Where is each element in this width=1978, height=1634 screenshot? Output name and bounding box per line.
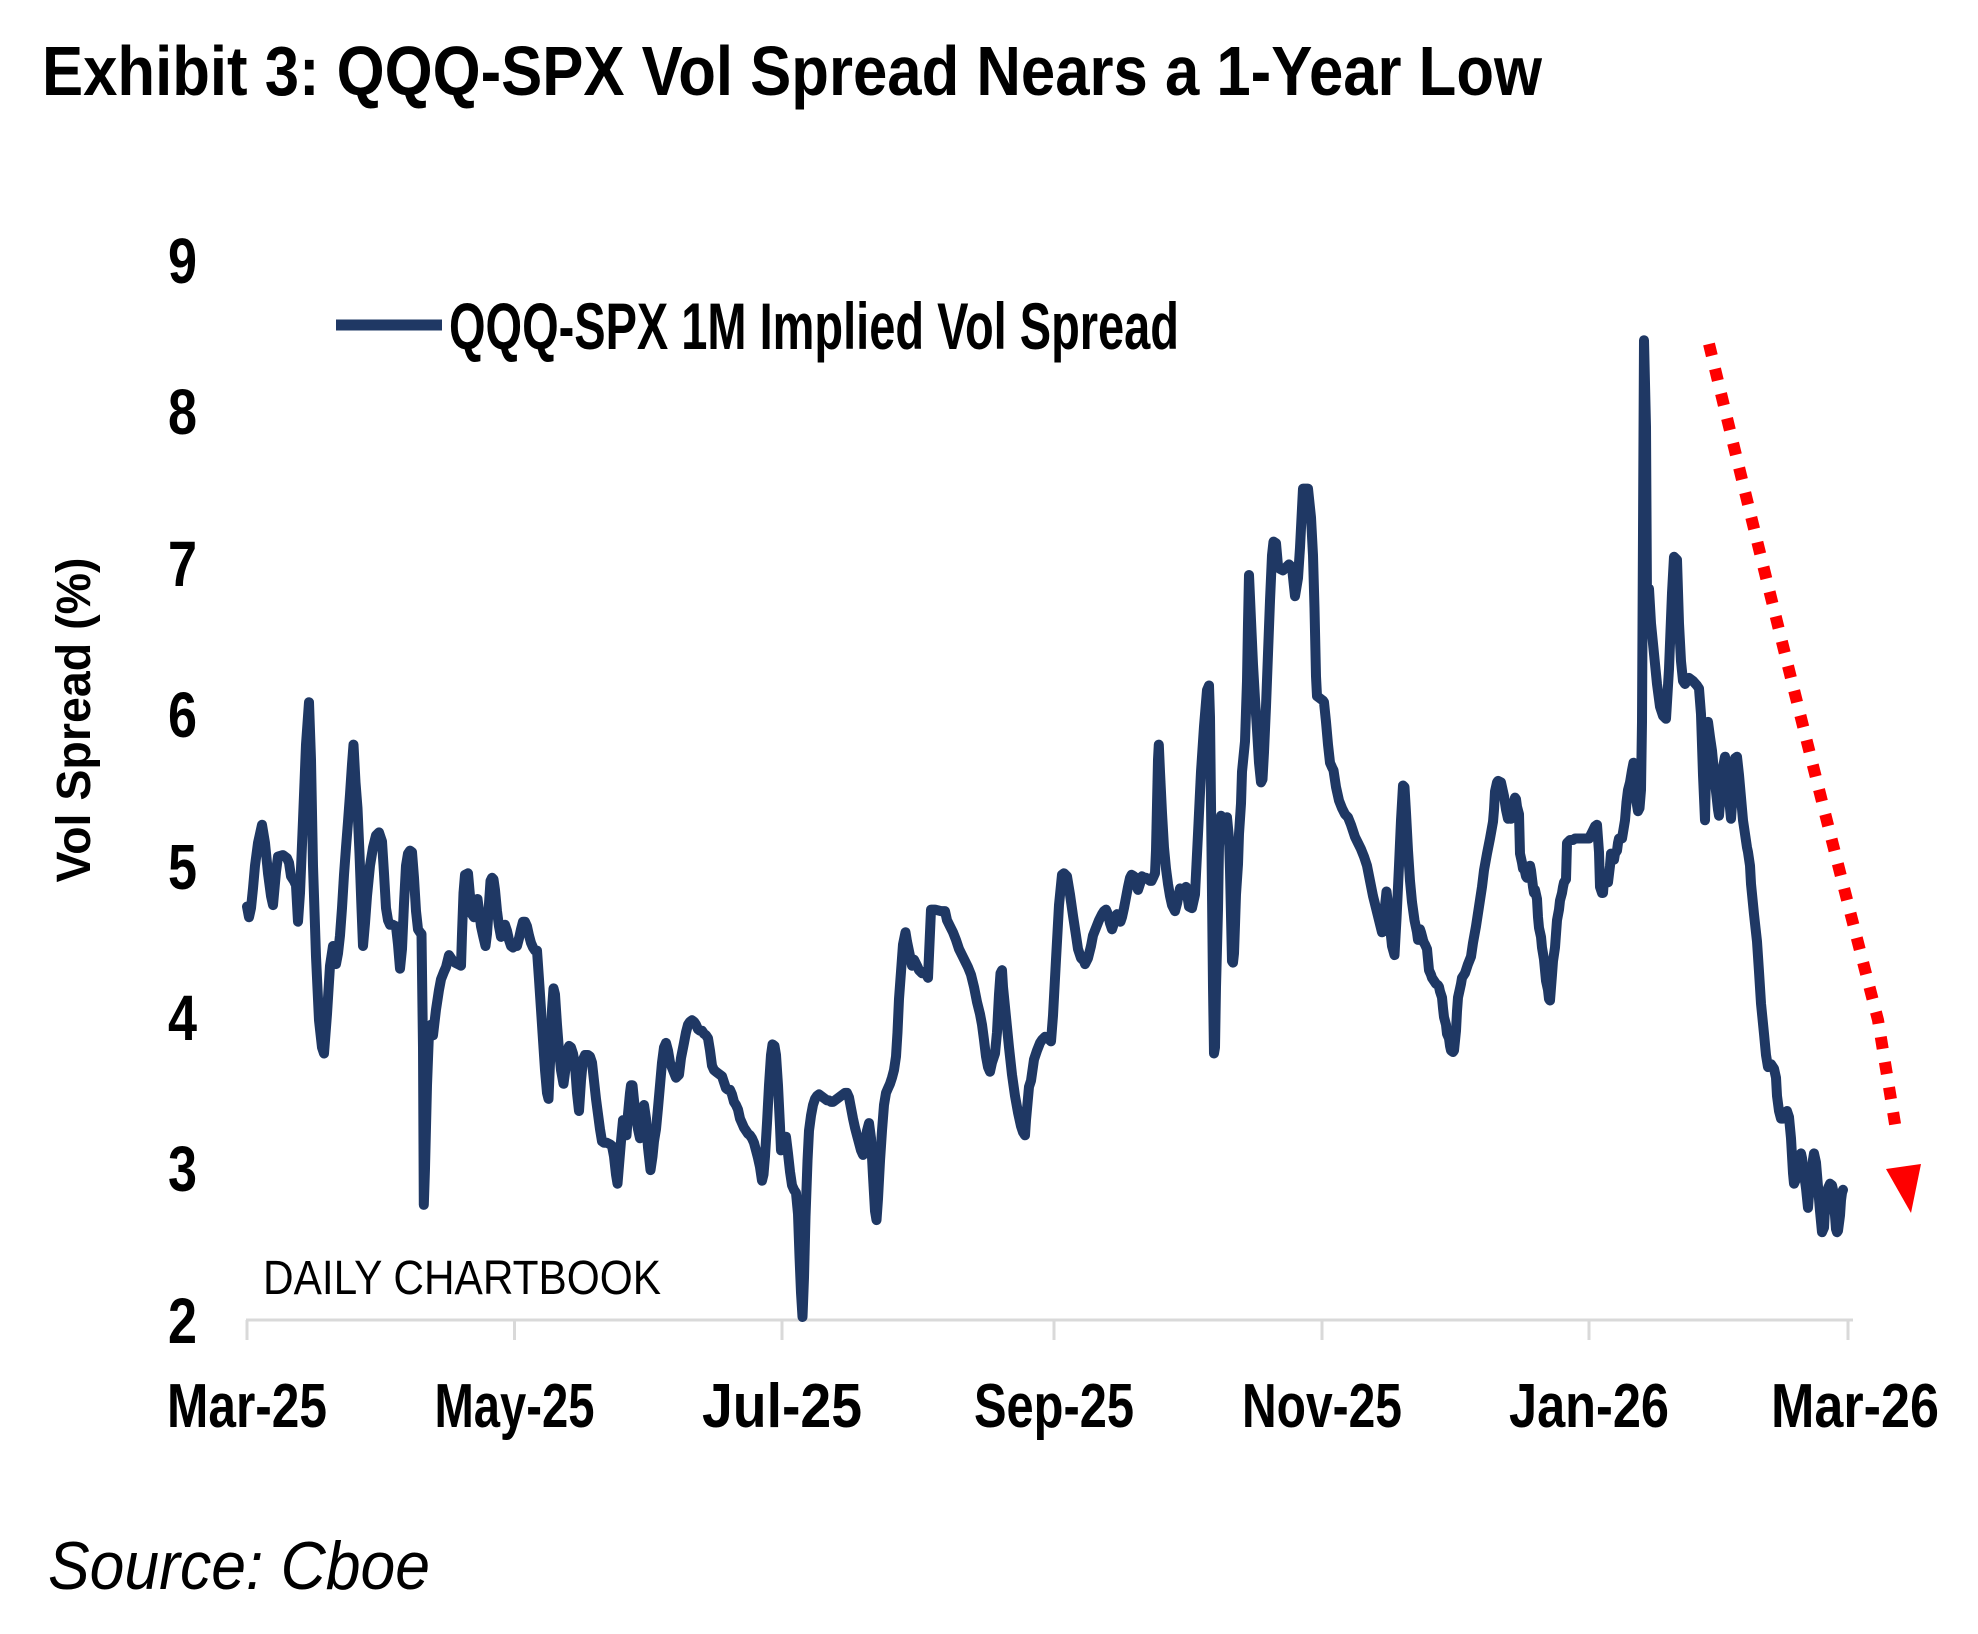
svg-text:4: 4 <box>168 982 197 1054</box>
svg-text:Jul-25: Jul-25 <box>702 1372 862 1441</box>
svg-text:Jan-26: Jan-26 <box>1509 1372 1669 1441</box>
svg-text:6: 6 <box>168 679 197 751</box>
svg-text:QQQ-SPX 1M Implied Vol Spread: QQQ-SPX 1M Implied Vol Spread <box>449 289 1179 363</box>
svg-text:9: 9 <box>168 225 197 297</box>
svg-text:Nov-25: Nov-25 <box>1242 1372 1402 1441</box>
svg-text:Mar-25: Mar-25 <box>167 1372 327 1441</box>
svg-text:DAILY CHARTBOOK: DAILY CHARTBOOK <box>263 1252 661 1305</box>
svg-text:5: 5 <box>168 831 197 903</box>
svg-text:Exhibit 3: QQQ-SPX Vol Spread: Exhibit 3: QQQ-SPX Vol Spread Nears a 1-… <box>42 32 1542 110</box>
svg-text:Mar-26: Mar-26 <box>1771 1372 1939 1441</box>
svg-text:Vol Spread (%): Vol Spread (%) <box>48 558 101 883</box>
svg-text:2: 2 <box>168 1285 197 1357</box>
svg-text:Source: Cboe: Source: Cboe <box>48 1528 430 1604</box>
svg-text:3: 3 <box>168 1133 197 1205</box>
svg-text:May-25: May-25 <box>435 1372 595 1441</box>
svg-text:7: 7 <box>168 528 197 600</box>
svg-text:8: 8 <box>168 376 197 448</box>
svg-text:Sep-25: Sep-25 <box>974 1372 1134 1441</box>
